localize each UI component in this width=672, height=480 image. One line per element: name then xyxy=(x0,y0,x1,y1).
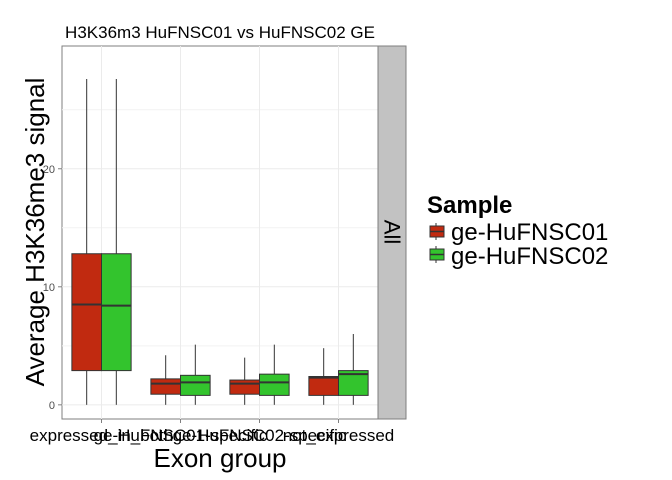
y-tick-label: 20 xyxy=(43,164,55,176)
chart-title: H3K36m3 HuFNSC01 vs HuFNSC02 GE xyxy=(65,23,375,42)
x-tick-label: expressed_in_both xyxy=(30,426,174,445)
x-tick-label: ge-HuFNSC01-specific xyxy=(94,426,268,445)
x-tick-label: ge-HuFNSC02-specific xyxy=(173,426,347,445)
box-ge-hufnsc02-2 xyxy=(259,344,290,405)
box-body xyxy=(308,376,339,396)
legend-item-ge-hufnsc01: ge-HuFNSC01 xyxy=(429,219,608,246)
legend-label-ge-hufnsc02: ge-HuFNSC02 xyxy=(451,243,608,270)
box-ge-hufnsc02-1 xyxy=(180,344,211,405)
facet-strip-label: All xyxy=(380,220,405,244)
facet-strip xyxy=(377,45,407,420)
y-axis-title: Average H3K36me3 signal xyxy=(20,78,50,387)
box-body xyxy=(259,373,290,396)
x-axis-ticks: expressed_in_bothge-HuFNSC01-specificge-… xyxy=(30,419,395,445)
legend: Sample ge-HuFNSC01 ge-HuFNSC02 xyxy=(427,192,608,270)
box-ge-hufnsc02-0 xyxy=(101,79,132,405)
box-body xyxy=(101,253,132,372)
legend-item-ge-hufnsc02: ge-HuFNSC02 xyxy=(429,243,608,270)
box-body xyxy=(71,253,102,372)
box-ge-hufnsc01-0 xyxy=(71,79,102,405)
box-ge-hufnsc01-2 xyxy=(229,357,260,405)
y-axis-ticks: 0 10 20 xyxy=(43,164,62,412)
box-ge-hufnsc01-1 xyxy=(150,355,181,405)
x-tick-label: not_expressed xyxy=(283,426,395,445)
y-tick-label: 10 xyxy=(43,282,55,294)
box-body xyxy=(150,378,181,395)
legend-title: Sample xyxy=(427,192,512,219)
y-tick-label: 0 xyxy=(49,400,55,412)
box-body xyxy=(180,374,211,396)
x-axis-title: Exon group xyxy=(154,443,287,473)
box-series xyxy=(71,79,369,405)
box-ge-hufnsc02-3 xyxy=(338,334,369,405)
legend-label-ge-hufnsc01: ge-HuFNSC01 xyxy=(451,219,608,246)
box-body xyxy=(229,379,260,395)
